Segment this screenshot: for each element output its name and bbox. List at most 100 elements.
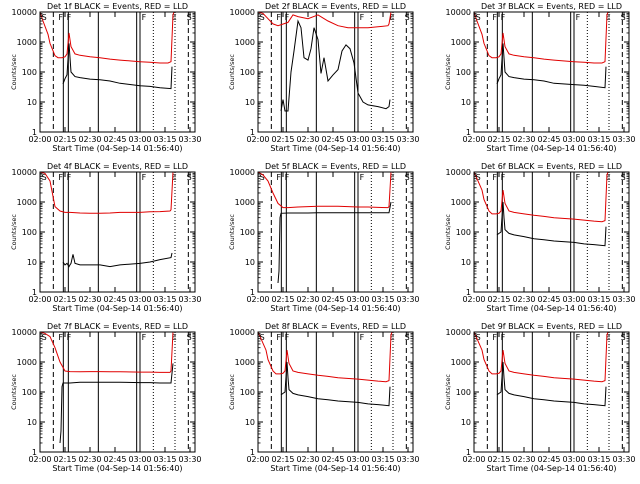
x-tick-label: 03:15 — [153, 135, 176, 144]
x-tick-label: 03:30 — [178, 455, 201, 464]
marker-label: F — [285, 13, 290, 22]
x-tick-label: 02:00 — [28, 135, 51, 144]
y-tick-label: 10 — [27, 418, 37, 427]
marker-label: F — [501, 13, 506, 22]
x-tick-label: 03:00 — [562, 135, 585, 144]
y-axis-label: Counts/sec — [10, 214, 18, 250]
x-axis-label: Start Time (04-Sep-14 01:56:40) — [270, 464, 400, 473]
x-axis-label: Start Time (04-Sep-14 01:56:40) — [52, 304, 182, 313]
marker-label: F — [58, 13, 63, 22]
x-axis-label: Start Time (04-Sep-14 01:56:40) — [486, 144, 616, 153]
y-tick-label: 1000 — [17, 38, 37, 47]
marker-label: F — [501, 333, 506, 342]
marker-label: F — [492, 173, 497, 182]
x-tick-label: 03:00 — [562, 295, 585, 304]
marker-label: F — [285, 333, 290, 342]
x-tick-label: 02:15 — [271, 295, 294, 304]
x-axis-label: Start Time (04-Sep-14 01:56:40) — [52, 144, 182, 153]
x-tick-label: 03:15 — [371, 135, 394, 144]
y-tick-label: 10000 — [446, 8, 471, 17]
y-tick-label: 1000 — [451, 38, 471, 47]
marker-label: E — [390, 333, 395, 342]
y-tick-label: 1000 — [451, 198, 471, 207]
marker-label: F — [576, 333, 581, 342]
marker-label: E — [606, 333, 611, 342]
events-series-line — [280, 361, 391, 407]
events-series-line — [62, 43, 173, 90]
y-axis-label: Counts/sec — [444, 54, 452, 90]
x-axis-label: Start Time (04-Sep-14 01:56:40) — [52, 464, 182, 473]
x-tick-label: 03:00 — [346, 135, 369, 144]
x-tick-label: 03:15 — [153, 295, 176, 304]
marker-label: F — [501, 173, 506, 182]
marker-label: S — [476, 333, 481, 342]
x-tick-label: 02:15 — [487, 295, 510, 304]
events-series-line — [277, 201, 392, 284]
x-tick-label: 02:15 — [487, 455, 510, 464]
x-tick-label: 03:30 — [612, 455, 635, 464]
x-tick-label: 02:45 — [103, 295, 126, 304]
x-tick-label: 02:45 — [321, 455, 344, 464]
y-tick-label: 10000 — [230, 168, 255, 177]
y-tick-label: 1000 — [235, 358, 255, 367]
marker-label: S — [405, 173, 410, 182]
marker-label: S — [621, 333, 626, 342]
lld-series-line — [39, 11, 175, 64]
y-tick-label: 10 — [461, 418, 471, 427]
x-tick-label: 02:45 — [103, 135, 126, 144]
marker-label: F — [142, 333, 147, 342]
marker-label: S — [260, 333, 265, 342]
lld-series-line — [257, 331, 393, 383]
x-tick-label: 03:15 — [371, 455, 394, 464]
y-tick-label: 1000 — [235, 38, 255, 47]
marker-label: F — [576, 173, 581, 182]
y-tick-label: 10 — [27, 258, 37, 267]
panel-title: Det 5f BLACK = Events, RED = LLD — [265, 162, 406, 171]
y-axis-label: Counts/sec — [228, 374, 236, 410]
x-tick-label: 02:00 — [246, 135, 269, 144]
marker-label: S — [187, 333, 192, 342]
x-tick-label: 02:30 — [512, 455, 535, 464]
x-tick-label: 02:15 — [53, 135, 76, 144]
y-axis-label: Counts/sec — [228, 214, 236, 250]
y-tick-label: 1 — [250, 128, 255, 137]
x-tick-label: 02:15 — [271, 135, 294, 144]
marker-label: F — [576, 13, 581, 22]
marker-label: F — [276, 333, 281, 342]
panel-title: Det 7f BLACK = Events, RED = LLD — [47, 322, 188, 331]
marker-label: E — [172, 13, 177, 22]
y-tick-label: 1 — [250, 288, 255, 297]
events-series-line — [496, 201, 607, 247]
y-tick-label: 10 — [245, 418, 255, 427]
y-tick-label: 100 — [456, 228, 471, 237]
x-tick-label: 02:15 — [487, 135, 510, 144]
x-tick-label: 02:00 — [246, 455, 269, 464]
x-tick-label: 02:00 — [462, 135, 485, 144]
x-tick-label: 02:30 — [296, 135, 319, 144]
marker-label: E — [172, 333, 177, 342]
marker-label: F — [58, 333, 63, 342]
x-tick-label: 02:45 — [103, 455, 126, 464]
marker-label: F — [142, 173, 147, 182]
x-tick-label: 03:30 — [396, 455, 419, 464]
x-tick-label: 02:15 — [53, 295, 76, 304]
marker-label: F — [360, 13, 365, 22]
marker-label: S — [260, 173, 265, 182]
marker-label: E — [606, 13, 611, 22]
x-tick-label: 03:00 — [128, 295, 151, 304]
y-tick-label: 10 — [461, 98, 471, 107]
y-tick-label: 1000 — [17, 198, 37, 207]
lld-series-line — [473, 11, 609, 64]
panel-title: Det 1f BLACK = Events, RED = LLD — [47, 2, 188, 11]
y-axis-label: Counts/sec — [10, 374, 18, 410]
events-series-line — [496, 43, 607, 89]
x-tick-label: 02:45 — [537, 295, 560, 304]
lld-series-line — [473, 331, 609, 383]
lld-series-line — [257, 11, 392, 29]
y-axis-label: Counts/sec — [444, 214, 452, 250]
x-tick-label: 03:00 — [128, 135, 151, 144]
y-tick-label: 100 — [456, 388, 471, 397]
marker-label: S — [405, 13, 410, 22]
